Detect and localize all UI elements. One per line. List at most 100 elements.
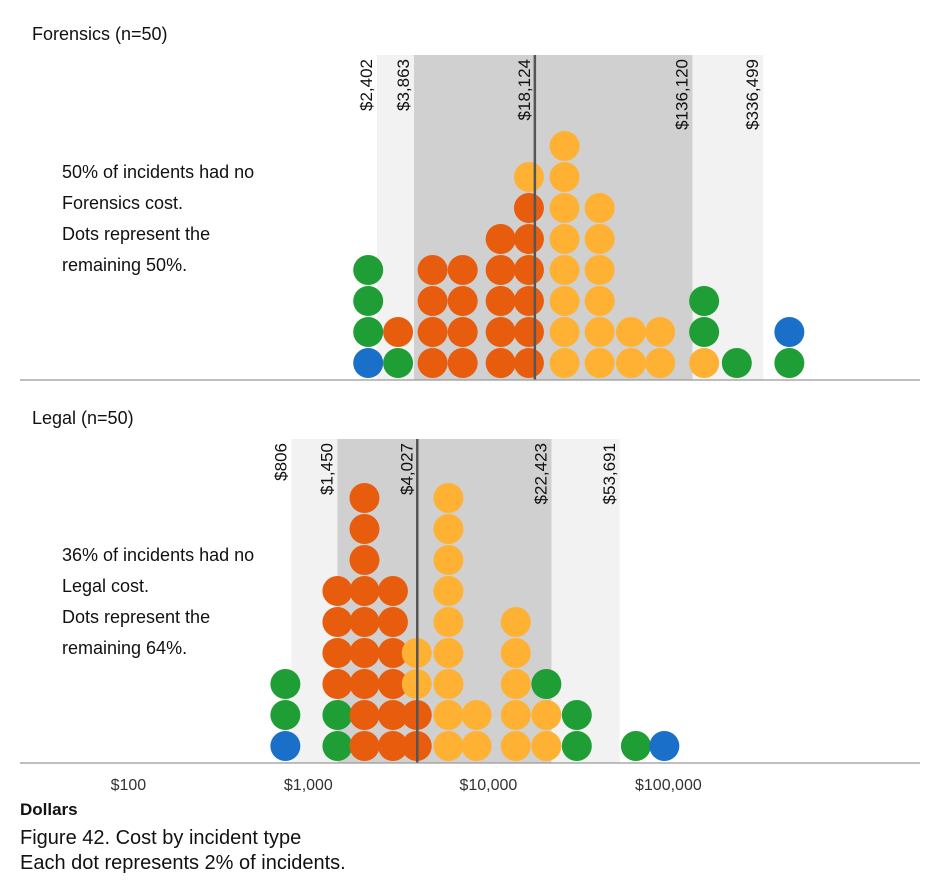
dot-light_orange	[616, 348, 647, 378]
dot-orange	[349, 607, 380, 637]
dot-light_orange	[433, 700, 464, 730]
dot-light_orange	[584, 255, 615, 285]
dot-blue	[774, 317, 805, 347]
dot-green	[353, 286, 384, 316]
panel-note-line: 50% of incidents had no	[62, 162, 254, 182]
dot-light_orange	[461, 700, 492, 730]
dot-light_orange	[433, 607, 464, 637]
x-tick-label: $1,000	[284, 777, 333, 794]
dot-orange	[513, 193, 544, 223]
dot-light_orange	[433, 514, 464, 544]
figure-subtitle: Each dot represents 2% of incidents.	[20, 852, 346, 874]
dot-light_orange	[549, 162, 580, 192]
dot-orange	[485, 224, 516, 254]
dot-green	[531, 669, 562, 699]
dot-orange	[377, 607, 408, 637]
dot-blue	[270, 731, 301, 761]
dot-orange	[322, 576, 353, 606]
dot-orange	[513, 224, 544, 254]
dot-green	[561, 700, 592, 730]
dot-light_orange	[584, 224, 615, 254]
dot-blue	[353, 348, 384, 378]
dot-light_orange	[584, 286, 615, 316]
dot-orange	[377, 731, 408, 761]
dot-light_orange	[584, 317, 615, 347]
panel-note-line: Dots represent the	[62, 607, 210, 627]
dot-orange	[377, 638, 408, 668]
dot-green	[353, 255, 384, 285]
panel-note-line: 36% of incidents had no	[62, 545, 254, 565]
dot-light_orange	[549, 131, 580, 161]
dot-light_orange	[645, 348, 676, 378]
dot-orange	[447, 286, 478, 316]
dot-light_orange	[531, 700, 562, 730]
stat-label: $3,863	[394, 59, 413, 111]
dot-green	[322, 731, 353, 761]
dot-orange	[377, 669, 408, 699]
dot-light_orange	[549, 193, 580, 223]
dot-light_orange	[549, 255, 580, 285]
dot-orange	[417, 317, 448, 347]
dot-light_orange	[531, 731, 562, 761]
dot-light_orange	[433, 638, 464, 668]
dot-orange	[513, 286, 544, 316]
dot-green	[774, 348, 805, 378]
stat-label: $22,423	[531, 443, 550, 504]
dot-orange	[383, 317, 414, 347]
dot-orange	[447, 255, 478, 285]
stat-label: $2,402	[357, 59, 376, 111]
legal-panel: $806 $1,450 $4,027 $22,423 $53,691 Legal (n=5…	[20, 408, 920, 764]
dot-light_orange	[513, 162, 544, 192]
dot-green	[721, 348, 752, 378]
dot-orange	[447, 317, 478, 347]
dot-light_orange	[500, 700, 531, 730]
dot-orange	[322, 607, 353, 637]
stat-label: $336,499	[743, 59, 762, 130]
panel-note-line: Dots represent the	[62, 224, 210, 244]
figure-title: Figure 42. Cost by incident type	[20, 827, 302, 849]
panel-title: Legal (n=50)	[32, 408, 134, 428]
stat-label: $53,691	[600, 443, 619, 504]
dot-green	[270, 669, 301, 699]
dot-orange	[349, 731, 380, 761]
dot-light_orange	[549, 317, 580, 347]
x-tick-label: $10,000	[459, 777, 517, 794]
dot-light_orange	[549, 286, 580, 316]
dot-orange	[322, 669, 353, 699]
x-tick-label: $100,000	[635, 777, 702, 794]
dot-orange	[417, 255, 448, 285]
dot-orange	[513, 317, 544, 347]
dot-orange	[513, 255, 544, 285]
dot-orange	[349, 514, 380, 544]
dot-green	[383, 348, 414, 378]
x-tick-label: $100	[111, 777, 147, 794]
dot-orange	[377, 700, 408, 730]
dot-blue	[649, 731, 680, 761]
panel-title: Forensics (n=50)	[32, 24, 168, 44]
figure-caption: Figure 42. Cost by incident type Each do…	[20, 826, 346, 876]
dot-light_orange	[500, 731, 531, 761]
panel-note-line: Forensics cost.	[62, 193, 183, 213]
stat-label: $136,120	[672, 59, 691, 130]
dot-green	[353, 317, 384, 347]
dot-light_orange	[433, 669, 464, 699]
dot-light_orange	[461, 731, 492, 761]
dot-orange	[349, 669, 380, 699]
dot-light_orange	[433, 545, 464, 575]
dot-green	[322, 700, 353, 730]
dot-green	[561, 731, 592, 761]
dot-light_orange	[433, 576, 464, 606]
panel-note-line: remaining 50%.	[62, 255, 187, 275]
dot-light_orange	[645, 317, 676, 347]
dot-orange	[349, 638, 380, 668]
stat-label: $806	[272, 443, 291, 481]
dot-orange	[485, 286, 516, 316]
dot-orange	[447, 348, 478, 378]
dot-light_orange	[433, 731, 464, 761]
dot-orange	[485, 255, 516, 285]
dot-light_orange	[584, 348, 615, 378]
dot-light_orange	[689, 348, 720, 378]
dot-orange	[349, 483, 380, 513]
dot-orange	[377, 576, 408, 606]
dot-light_orange	[584, 193, 615, 223]
